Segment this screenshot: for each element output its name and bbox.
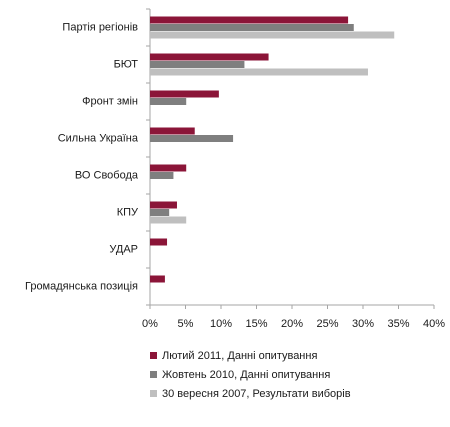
bar — [150, 61, 245, 68]
x-tick-label: 0% — [142, 318, 158, 330]
legend-label: Жовтень 2010, Данні опитування — [162, 369, 330, 381]
legend-label: Лютий 2011, Данні опитування — [162, 350, 317, 362]
legend-swatch — [150, 352, 157, 359]
x-tick-label: 35% — [387, 318, 409, 330]
x-tick-label: 10% — [210, 318, 232, 330]
bar — [150, 209, 170, 216]
y-tick-label: Сильна Україна — [58, 132, 139, 144]
bar — [150, 24, 354, 31]
bar — [150, 238, 168, 246]
y-tick-label: УДАР — [109, 243, 138, 255]
legend-swatch — [150, 371, 157, 378]
bar — [150, 16, 349, 24]
x-tick-label: 30% — [352, 318, 374, 330]
bar — [150, 68, 368, 76]
y-tick-label: КПУ — [117, 206, 139, 218]
bar — [150, 98, 187, 105]
bar — [150, 172, 174, 179]
bar — [150, 90, 219, 98]
bar — [150, 127, 195, 135]
x-tick-label: 5% — [178, 318, 194, 330]
bar — [150, 216, 187, 224]
x-tick-label: 15% — [245, 318, 267, 330]
y-tick-label: БЮТ — [114, 58, 139, 70]
y-tick-label: Громадянська позиція — [25, 280, 138, 292]
legend-swatch — [150, 390, 157, 397]
bar — [150, 53, 269, 61]
bar — [150, 275, 165, 283]
bar — [150, 164, 187, 172]
y-tick-label: ВО Свобода — [75, 169, 139, 181]
legend-label: 30 вересня 2007, Результати виборів — [162, 388, 351, 400]
y-tick-label: Фронт змін — [82, 95, 138, 107]
x-tick-label: 40% — [423, 318, 445, 330]
x-tick-label: 25% — [316, 318, 338, 330]
bar — [150, 135, 234, 142]
bar — [150, 201, 177, 209]
y-tick-label: Партія регіонів — [62, 21, 138, 33]
bar — [150, 31, 395, 39]
x-tick-label: 20% — [281, 318, 303, 330]
